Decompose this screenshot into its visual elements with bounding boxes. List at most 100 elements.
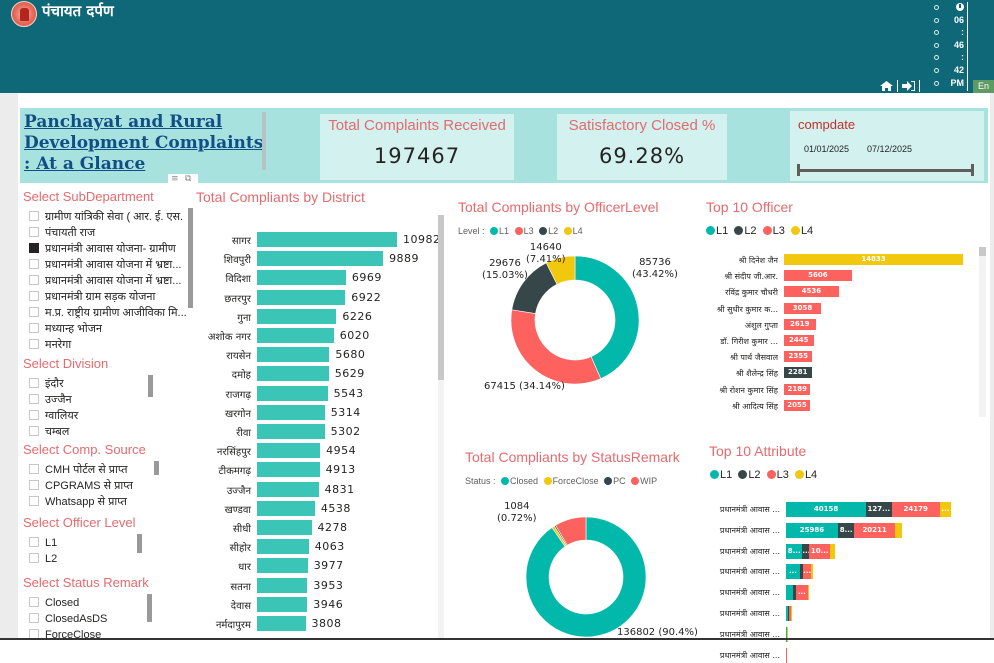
slicer-item[interactable]: Whatsapp से प्राप्त	[29, 494, 127, 510]
legend-item[interactable]: L3	[773, 225, 785, 237]
stacked-bar-segment-l2[interactable]: ...	[802, 544, 809, 559]
slicer-item[interactable]: ClosedAsDS	[29, 613, 107, 629]
slicer-item[interactable]: उज्जैन	[29, 392, 72, 408]
checkbox[interactable]	[29, 394, 39, 404]
bar[interactable]	[257, 424, 325, 439]
bar[interactable]	[257, 366, 329, 381]
stacked-bar-segment-l2[interactable]: 127...	[866, 502, 891, 517]
stacked-bar-segment-l3[interactable]	[786, 648, 787, 663]
legend-item[interactable]: ForceClose	[553, 476, 599, 486]
bar[interactable]	[257, 539, 309, 554]
stacked-bar-segment-l4[interactable]: ...	[940, 502, 951, 517]
stacked-bar-segment-l1[interactable]: 8...	[786, 544, 802, 559]
filter-icon[interactable]: ≡	[171, 174, 179, 184]
slicer-item[interactable]: मध्यान्ह भोजन	[29, 321, 102, 337]
stacked-bar-segment-l4[interactable]	[811, 564, 813, 579]
bar[interactable]: 2619	[784, 319, 816, 330]
checkbox[interactable]	[29, 464, 39, 474]
legend-item[interactable]: L1	[716, 225, 728, 237]
slicer-item[interactable]: प्रधानमंत्री ग्राम सड़क योजना	[29, 289, 155, 305]
checkbox[interactable]	[29, 307, 39, 317]
slicer-item[interactable]: प्रधानमंत्री आवास योजना- ग्रामीण	[29, 241, 176, 257]
slicer-item[interactable]: इंदौर	[29, 376, 64, 392]
stacked-bar-segment-l3[interactable]: 20211	[854, 523, 894, 538]
bar[interactable]: 2445	[784, 335, 814, 346]
bar[interactable]: 14833	[784, 254, 963, 265]
slicer-item[interactable]: L2	[29, 553, 57, 569]
bar[interactable]	[257, 386, 328, 401]
legend-item[interactable]: L2	[548, 226, 558, 236]
slicer-item[interactable]: प्रधानमंत्री आवास योजना में भ्रष्टा...	[29, 273, 181, 289]
checkbox[interactable]	[29, 339, 39, 349]
officer-scroll-thumb[interactable]	[979, 247, 986, 256]
bar[interactable]: 2355	[784, 351, 812, 362]
bar[interactable]	[257, 597, 307, 612]
legend-item[interactable]: L4	[801, 225, 813, 237]
stacked-bar-segment-l1[interactable]: 40158	[786, 502, 866, 517]
slicer-item[interactable]: ForceClose	[29, 629, 101, 645]
slicer-item[interactable]: पंचायती राज	[29, 225, 95, 241]
officer-level-scrollbar[interactable]	[137, 534, 142, 553]
bar[interactable]	[257, 578, 307, 593]
stacked-bar-segment-l3[interactable]: 10...	[809, 544, 830, 559]
slider-start-handle[interactable]	[797, 164, 800, 176]
checkbox[interactable]	[29, 426, 39, 436]
stacked-bar-segment-l1[interactable]: ...	[786, 564, 800, 579]
bar[interactable]	[257, 290, 345, 305]
bar[interactable]	[257, 328, 334, 343]
checkbox[interactable]	[29, 537, 39, 547]
legend-item[interactable]: L3	[777, 469, 789, 481]
date-to-input[interactable]: 07/12/2025	[867, 144, 912, 154]
stacked-bar-segment-l4[interactable]	[808, 585, 810, 600]
title-scrollbar[interactable]	[262, 112, 266, 170]
bar[interactable]	[257, 501, 315, 516]
slicer-item[interactable]: Closed	[29, 597, 79, 613]
bar[interactable]: 2055	[784, 400, 810, 411]
slicer-item[interactable]: चम्बल	[29, 424, 69, 440]
bar[interactable]: 4536	[784, 286, 839, 297]
bar[interactable]	[257, 309, 336, 324]
status-remark-scrollbar[interactable]	[147, 594, 152, 622]
slicer-item[interactable]: ग्रामीण यांत्रिकी सेवा ( आर. ई. एस.	[29, 209, 183, 225]
donut-slice-l3[interactable]	[511, 310, 601, 384]
checkbox[interactable]	[29, 480, 39, 490]
checkbox[interactable]	[29, 410, 39, 420]
slider-end-handle[interactable]	[971, 164, 974, 176]
slicer-item[interactable]: L1	[29, 537, 57, 553]
focus-mode-icon[interactable]: ⧉	[185, 174, 191, 184]
checkbox[interactable]	[29, 553, 39, 563]
bar[interactable]	[257, 405, 325, 420]
legend-item[interactable]: L4	[805, 469, 817, 481]
officer-scrollbar[interactable]	[979, 247, 986, 417]
checkbox[interactable]	[29, 496, 39, 506]
legend-item[interactable]: Closed	[510, 476, 538, 486]
bar[interactable]	[257, 520, 312, 535]
checkbox[interactable]	[29, 613, 39, 623]
legend-item[interactable]: L2	[744, 225, 756, 237]
bar[interactable]	[257, 232, 397, 247]
stacked-bar-segment-l3[interactable]: ...	[803, 564, 811, 579]
page-title[interactable]: Panchayat and Rural Development Complain…	[24, 112, 266, 175]
legend-item[interactable]: WIP	[640, 476, 657, 486]
stacked-bar-segment-l1[interactable]: 25986	[786, 523, 838, 538]
checkbox[interactable]	[29, 378, 39, 388]
bar[interactable]	[257, 482, 319, 497]
bar[interactable]	[257, 251, 383, 266]
bar[interactable]: 2281	[784, 367, 812, 378]
checkbox[interactable]	[29, 597, 39, 607]
division-scrollbar[interactable]	[148, 375, 153, 397]
bar[interactable]	[257, 443, 320, 458]
legend-item[interactable]: L3	[524, 226, 534, 236]
bar[interactable]	[257, 558, 308, 573]
checkbox[interactable]	[29, 275, 39, 285]
bar[interactable]	[257, 347, 329, 362]
stacked-bar-segment-l4[interactable]	[895, 523, 902, 538]
language-button[interactable]: En	[973, 80, 994, 93]
stacked-bar-segment-l2[interactable]: 8...	[838, 523, 855, 538]
checkbox[interactable]	[29, 323, 39, 333]
bar[interactable]: 3058	[784, 303, 821, 314]
checkbox[interactable]	[29, 227, 39, 237]
bar[interactable]	[257, 616, 306, 631]
legend-item[interactable]: PC	[613, 476, 626, 486]
checkbox[interactable]	[29, 243, 39, 253]
